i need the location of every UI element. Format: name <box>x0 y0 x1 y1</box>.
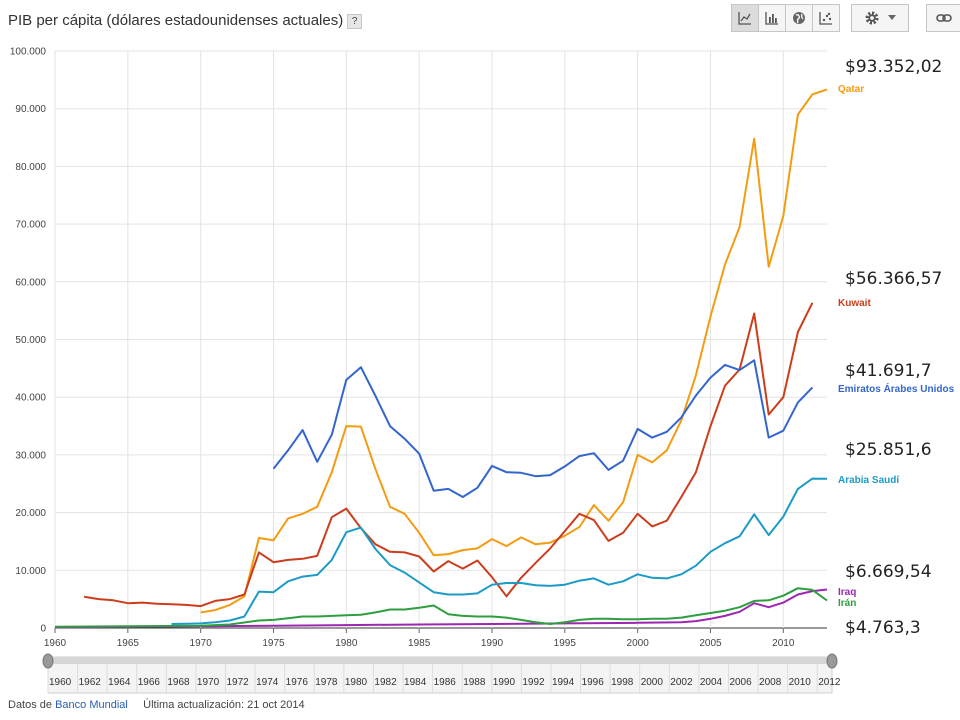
map-button[interactable] <box>785 4 813 32</box>
link-icon <box>936 14 952 22</box>
scatter-icon <box>819 12 832 25</box>
range-tick-label: 1966 <box>138 677 161 688</box>
range-handle-end[interactable] <box>826 653 838 669</box>
footer-data-prefix: Datos de <box>8 699 53 711</box>
series-line <box>272 359 814 498</box>
share-link-button[interactable] <box>926 4 960 32</box>
x-tick-label: 2010 <box>772 638 795 649</box>
y-tick-label: 50.000 <box>15 335 46 346</box>
range-tick-label: 2000 <box>641 677 664 688</box>
y-tick-label: 60.000 <box>15 277 46 288</box>
range-tick-label: 1998 <box>611 677 634 688</box>
series-line <box>83 302 814 608</box>
y-tick-label: 100.000 <box>10 47 47 58</box>
line-chart-icon <box>738 12 751 25</box>
legend-label: Irán <box>838 598 856 609</box>
y-tick-label: 30.000 <box>15 450 46 461</box>
y-tick-label: 40.000 <box>15 393 46 404</box>
range-tick-label: 2012 <box>818 677 841 688</box>
series-line <box>200 88 828 614</box>
x-tick-label: 1980 <box>335 638 358 649</box>
range-tick-label: 2004 <box>700 677 723 688</box>
range-tick-label: 1980 <box>345 677 368 688</box>
x-tick-label: 1960 <box>44 638 67 649</box>
footer: Datos de Banco Mundial Última actualizac… <box>8 699 305 711</box>
x-tick-label: 2005 <box>699 638 722 649</box>
range-tick-label: 2010 <box>789 677 812 688</box>
x-tick-label: 1995 <box>554 638 577 649</box>
value-callout: $25.851,6 <box>845 440 932 460</box>
source-link[interactable]: Banco Mundial <box>55 699 128 711</box>
x-tick-label: 1985 <box>408 638 431 649</box>
range-tick-label: 2006 <box>729 677 752 688</box>
help-icon[interactable]: ? <box>347 13 363 29</box>
range-tick-label: 1986 <box>434 677 457 688</box>
range-tick-label: 1972 <box>227 677 250 688</box>
x-tick-label: 1975 <box>262 638 285 649</box>
gear-icon <box>865 11 879 25</box>
y-tick-label: 20.000 <box>15 508 46 519</box>
value-callout: $6.669,54 <box>845 562 932 582</box>
globe-icon <box>793 12 805 24</box>
range-tick-label: 1992 <box>522 677 545 688</box>
chart-title: PIB per cápita (dólares estadounidenses … <box>8 12 363 29</box>
range-tick-label: 1984 <box>404 677 427 688</box>
x-tick-label: 1970 <box>190 638 213 649</box>
x-tick-label: 1990 <box>481 638 504 649</box>
range-tick-label: 1982 <box>374 677 397 688</box>
legend-label: Iraq <box>838 587 856 598</box>
range-tick-label: 1994 <box>552 677 575 688</box>
chart-type-toolbar <box>731 4 840 32</box>
legend-label: Emiratos Árabes Unidos <box>838 382 955 395</box>
range-tick-label: 1976 <box>286 677 309 688</box>
y-tick-label: 80.000 <box>15 162 46 173</box>
legend-label: Kuwait <box>838 298 871 309</box>
value-callout: $56.366,57 <box>845 269 942 289</box>
range-tick-label: 1960 <box>49 677 72 688</box>
x-tick-label: 2000 <box>627 638 650 649</box>
range-tick-label: 1996 <box>582 677 605 688</box>
settings-menu-button[interactable] <box>851 4 909 32</box>
value-callout: $93.352,02 <box>845 57 942 77</box>
range-tick-label: 1990 <box>493 677 516 688</box>
chart-title-text: PIB per cápita (dólares estadounidenses … <box>8 12 344 29</box>
y-tick-label: 70.000 <box>15 220 46 231</box>
bar-chart-button[interactable] <box>758 4 786 32</box>
range-tick-label: 1964 <box>108 677 131 688</box>
y-tick-label: 10.000 <box>15 566 46 577</box>
y-tick-label: 90.000 <box>15 104 46 115</box>
series-line <box>54 588 828 629</box>
range-tick-label: 1962 <box>79 677 102 688</box>
line-chart: 0 10.000 20.000 30.000 40.000 50.000 60.000 70.… <box>10 47 955 694</box>
range-tick-label: 1968 <box>167 677 190 688</box>
bar-chart-icon <box>765 12 778 25</box>
range-tick-label: 2008 <box>759 677 782 688</box>
series-line <box>54 587 828 628</box>
scatter-chart-button[interactable] <box>812 4 840 32</box>
range-tick-label: 1970 <box>197 677 220 688</box>
chevron-down-icon <box>888 15 896 20</box>
y-tick-label: 0 <box>40 624 46 635</box>
legend-label: Qatar <box>838 84 864 95</box>
range-tick-label: 1978 <box>315 677 338 688</box>
x-tick-label: 1965 <box>117 638 140 649</box>
value-callout: $41.691,7 <box>845 361 932 381</box>
legend-label: Arabia Saudí <box>838 475 900 486</box>
range-tick-label: 2002 <box>670 677 693 688</box>
range-handle-start[interactable] <box>42 653 54 669</box>
value-callout: $4.763,3 <box>845 618 921 638</box>
range-slider-selection <box>48 657 832 664</box>
range-tick-label: 1988 <box>463 677 486 688</box>
last-updated-text: Última actualización: 21 oct 2014 <box>143 699 305 711</box>
series-line <box>171 477 828 625</box>
range-tick-label: 1974 <box>256 677 279 688</box>
